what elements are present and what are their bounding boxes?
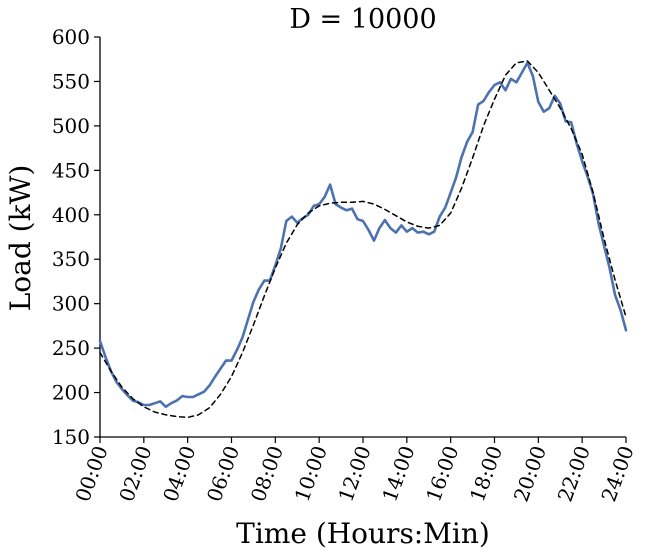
- y-axis-label: Load (kW): [4, 165, 37, 312]
- x-tick-label: 12:00: [333, 443, 375, 505]
- y-tick-label: 350: [52, 247, 90, 271]
- x-tick-label: 24:00: [596, 443, 638, 505]
- y-tick-label: 600: [52, 25, 90, 49]
- x-tick-label: 04:00: [158, 443, 200, 505]
- x-tick-label: 06:00: [202, 443, 244, 505]
- x-tick-label: 02:00: [114, 443, 156, 505]
- chart-title: D = 10000: [289, 4, 436, 35]
- x-tick-label: 22:00: [553, 443, 595, 505]
- x-tick-label: 00:00: [70, 443, 112, 505]
- y-tick-label: 200: [52, 381, 90, 405]
- x-axis-ticks: 00:00 02:00 04:00 06:00 08:00 10:00 12:00 14:00…: [70, 437, 639, 505]
- x-tick-label: 16:00: [421, 443, 463, 505]
- y-tick-label: 500: [52, 114, 90, 138]
- fitted-curve-dashed: [99, 60, 627, 419]
- x-tick-label: 18:00: [465, 443, 507, 505]
- y-tick-label: 450: [52, 158, 90, 182]
- x-tick-label: 14:00: [377, 443, 419, 505]
- y-axis-ticks: 150 200 250 300 350 400 450 500 550 600: [52, 25, 100, 449]
- series-layer: [98, 60, 628, 419]
- load-series-line: [98, 61, 628, 409]
- y-tick-label: 400: [52, 203, 90, 227]
- y-tick-label: 250: [52, 336, 90, 360]
- y-tick-label: 550: [52, 69, 90, 93]
- x-tick-label: 08:00: [246, 443, 288, 505]
- x-tick-label: 20:00: [509, 443, 551, 505]
- x-tick-label: 10:00: [290, 443, 332, 505]
- y-tick-label: 300: [52, 292, 90, 316]
- y-tick-label: 150: [52, 425, 90, 449]
- x-axis-label: Time (Hours:Min): [236, 517, 490, 550]
